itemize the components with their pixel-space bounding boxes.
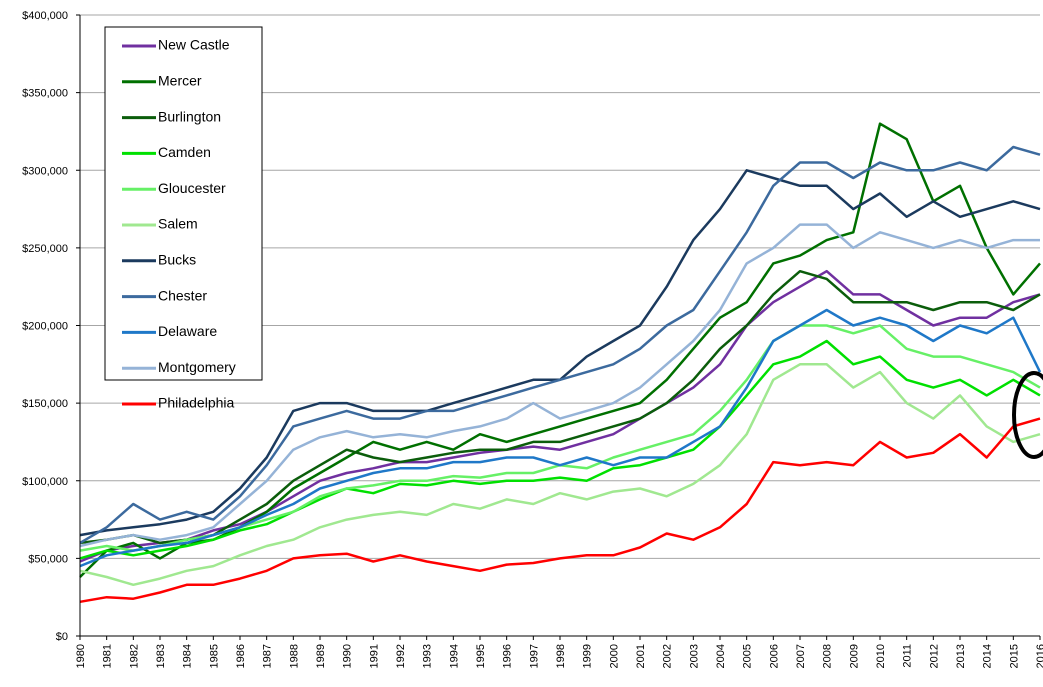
lines — [79, 122, 1042, 604]
legend-label: Gloucester — [158, 180, 226, 196]
x-tick-label: 1987 — [262, 644, 274, 668]
y-tick-label: $100,000 — [22, 476, 68, 488]
x-tick-label: 2007 — [795, 644, 807, 668]
x-tick-label: 2015 — [1008, 644, 1020, 668]
y-tick-label: $150,000 — [22, 398, 68, 410]
x-tick-label: 1994 — [448, 644, 460, 668]
x-tick-label: 2013 — [955, 644, 967, 668]
x-tick-label: 2001 — [635, 644, 647, 668]
x-tick-label: 1997 — [528, 644, 540, 668]
legend-label: Montgomery — [158, 359, 236, 375]
x-tick-label: 2003 — [688, 644, 700, 668]
legend-box — [104, 26, 263, 381]
x-tick-label: 2008 — [822, 644, 834, 668]
series-line — [79, 308, 1042, 568]
x-tick-label: 1986 — [235, 644, 247, 668]
legend-label: Mercer — [158, 73, 202, 89]
x-tick-label: 2006 — [768, 644, 780, 668]
x-tick-label: 2000 — [608, 644, 620, 668]
legend-label: Delaware — [158, 323, 217, 339]
y-tick-label: $400,000 — [22, 10, 68, 22]
legend-label: Bucks — [158, 252, 196, 268]
x-tick-label: 1980 — [75, 644, 87, 668]
legend-label: Camden — [158, 144, 211, 160]
x-tick-label: 1981 — [102, 644, 114, 668]
x-tick-label: 2011 — [902, 644, 914, 668]
x-tick-label: 1999 — [582, 644, 594, 668]
x-tick-label: 1996 — [502, 644, 514, 668]
x-tick-label: 2004 — [715, 644, 727, 668]
x-tick-label: 2012 — [928, 644, 940, 668]
x-tick-label: 2014 — [982, 644, 994, 668]
x-tick-label: 1990 — [342, 644, 354, 668]
x-tick-label: 1992 — [395, 644, 407, 668]
x-tick-label: 1982 — [128, 644, 140, 668]
legend-label: Burlington — [158, 108, 221, 124]
x-tick-label: 1991 — [368, 644, 380, 668]
x-tick-label: 1983 — [155, 644, 167, 668]
legend-label: Salem — [158, 216, 198, 232]
series-line — [79, 223, 1040, 548]
y-tick-label: $250,000 — [22, 243, 68, 255]
series-line — [79, 269, 1041, 563]
x-tick-label: 1998 — [555, 644, 567, 668]
legend: New Castle Mercer Burlington Camden Gloucest… — [104, 26, 263, 411]
x-tick-label: 1995 — [475, 644, 487, 668]
axes: $0 $50,000 $100,000 $150,000 $200,000 $250,00… — [22, 10, 1043, 668]
x-tick-label: 1989 — [315, 644, 327, 668]
series-line — [79, 145, 1041, 544]
x-tick-label: 2005 — [742, 644, 754, 668]
legend-label: New Castle — [158, 37, 230, 53]
x-tick-label: 1993 — [422, 644, 434, 668]
series-line — [79, 417, 1041, 604]
series-line — [79, 269, 1041, 545]
x-tick-label: 1988 — [288, 644, 300, 668]
legend-label: Chester — [158, 287, 207, 303]
x-tick-label: 2009 — [848, 644, 860, 668]
x-tick-label: 2016 — [1035, 644, 1043, 668]
x-tick-label: 2002 — [662, 644, 674, 668]
y-tick-label: $350,000 — [22, 88, 68, 100]
x-tick-label: 1984 — [182, 644, 194, 668]
y-tick-label: $300,000 — [22, 165, 68, 177]
series-line — [79, 339, 1041, 560]
y-tick-label: $0 — [56, 631, 68, 643]
highlight-ellipse — [1012, 371, 1043, 459]
series-line — [79, 363, 1041, 587]
y-tick-label: $50,000 — [28, 553, 68, 565]
y-tick-label: $200,000 — [22, 321, 68, 333]
x-tick-label: 1985 — [208, 644, 220, 668]
x-tick-label: 2010 — [875, 644, 887, 668]
legend-label: Philadelphia — [158, 395, 234, 411]
